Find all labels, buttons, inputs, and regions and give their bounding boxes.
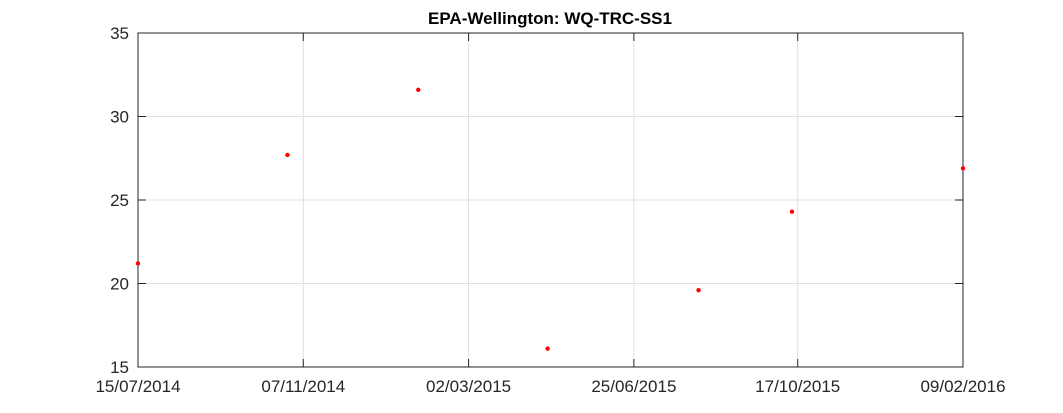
x-tick-label: 25/06/2015 bbox=[591, 377, 676, 396]
y-tick-label: 30 bbox=[110, 108, 129, 127]
y-tick-label: 35 bbox=[110, 24, 129, 43]
x-tick-label: 09/02/2016 bbox=[920, 377, 1005, 396]
axis-ticks bbox=[137, 32, 964, 368]
x-tick-label: 02/03/2015 bbox=[426, 377, 511, 396]
x-tick-label: 17/10/2015 bbox=[755, 377, 840, 396]
data-point bbox=[416, 87, 421, 92]
y-tick-label: 20 bbox=[110, 275, 129, 294]
data-point bbox=[696, 287, 701, 293]
data-point bbox=[789, 209, 795, 214]
data-point bbox=[545, 346, 550, 351]
y-tick-label: 15 bbox=[110, 358, 129, 377]
data-point bbox=[960, 166, 966, 171]
chart-title: EPA-Wellington: WQ-TRC-SS1 bbox=[428, 9, 672, 28]
data-point bbox=[285, 152, 290, 158]
grid-lines bbox=[137, 32, 964, 368]
data-point bbox=[135, 261, 141, 266]
y-tick-label: 25 bbox=[110, 191, 129, 210]
tick-labels: 15/07/2014 07/11/2014 02/03/2015 25/06/2015… bbox=[95, 24, 1005, 396]
x-tick-label: 15/07/2014 bbox=[95, 377, 180, 396]
data-points bbox=[135, 87, 966, 351]
x-tick-label: 07/11/2014 bbox=[261, 377, 345, 396]
